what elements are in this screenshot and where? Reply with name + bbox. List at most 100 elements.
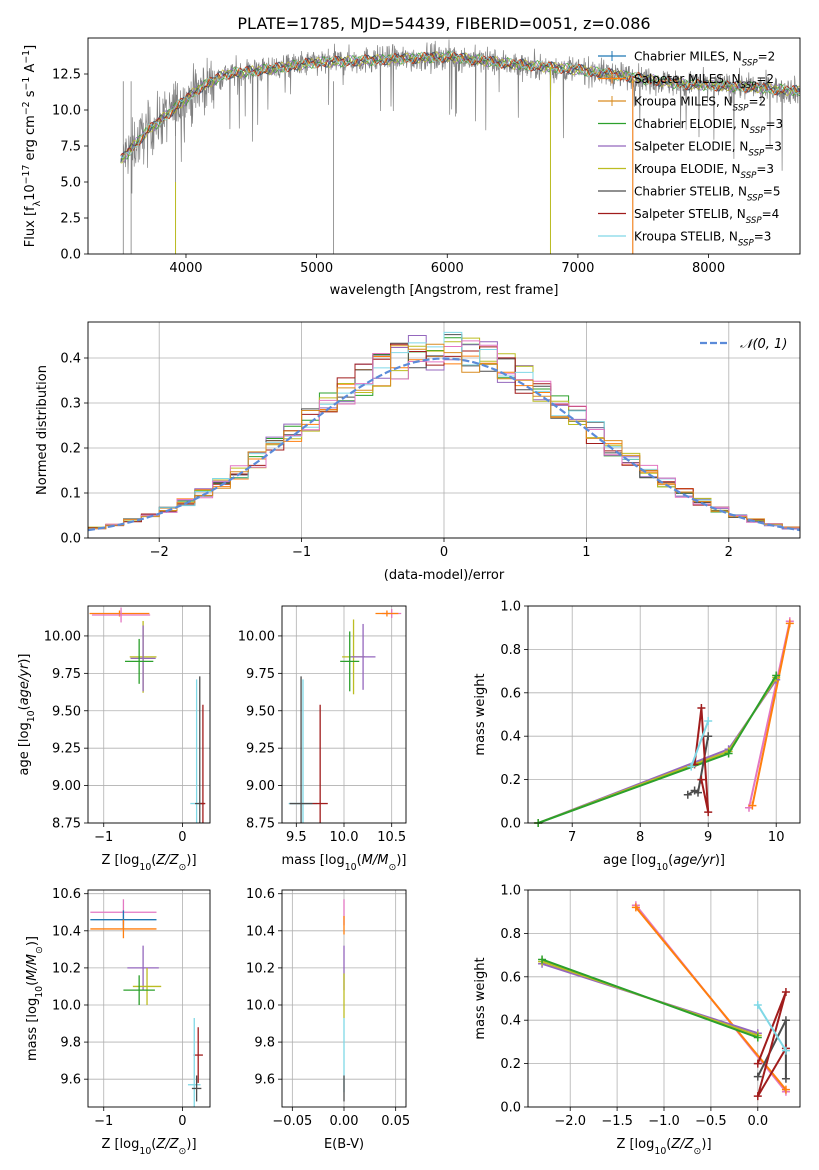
figure-title: PLATE=1785, MJD=54439, FIBERID=0051, z=0… (237, 14, 650, 33)
weight-point-marker (704, 732, 713, 741)
y-tick-label: 9.75 (246, 667, 275, 682)
x-axis-label: wavelength [Angstrom, rest frame] (330, 283, 559, 298)
weight-point-marker (704, 717, 713, 726)
x-tick-label: −2 (150, 545, 169, 560)
y-tick-label: 10.00 (238, 629, 275, 644)
x-tick-label: −2.0 (554, 1114, 586, 1129)
y-tick-label: 9.6 (60, 1073, 81, 1088)
x-tick-label: −1 (94, 830, 113, 845)
x-tick-label: 9.5 (286, 830, 307, 845)
x-tick-label: 0 (440, 545, 448, 560)
y-tick-label: 0.6 (500, 686, 521, 701)
weight-point-marker (781, 1074, 790, 1083)
weight-point-marker (753, 1092, 762, 1101)
weight-series-line (751, 623, 791, 806)
y-tick-label: 10.0 (246, 998, 275, 1013)
x-tick-label: 0 (178, 830, 186, 845)
y-tick-label: 9.00 (246, 779, 275, 794)
y-tick-label: 9.75 (52, 667, 81, 682)
y-axis-label: age [log10(age/yr)] (17, 653, 37, 775)
x-axis-label: age [log10(age/yr)] (603, 853, 725, 873)
weight-point-marker (772, 671, 781, 680)
x-tick-label: −1.0 (648, 1114, 680, 1129)
x-tick-label: −0.05 (272, 1114, 312, 1129)
y-axis-label: mass [log10(M/M⊙)] (25, 936, 45, 1061)
y-tick-label: 9.25 (246, 742, 275, 757)
y-tick-label: 0.3 (60, 397, 81, 412)
legend-label: Kroupa ELODIE, NSSP=3 (634, 162, 774, 181)
x-tick-label: −0.5 (695, 1114, 727, 1129)
axes-frame (87, 321, 801, 539)
x-tick-label: −1 (94, 1114, 113, 1129)
y-tick-label: 0.4 (500, 1014, 521, 1029)
y-tick-label: 9.00 (52, 779, 81, 794)
legend-label: Salpeter ELODIE, NSSP=3 (634, 140, 782, 159)
x-tick-label: 10.0 (330, 830, 359, 845)
x-tick-label: 1 (582, 545, 590, 560)
x-axis-label: E(B-V) (324, 1137, 364, 1152)
scatter-plot-area (89, 607, 206, 823)
x-tick-label: 10.5 (377, 830, 406, 845)
y-tick-label: 9.8 (60, 1036, 81, 1051)
axes-frame (87, 37, 801, 255)
legend-label: Salpeter MILES, NSSP=2 (634, 72, 774, 91)
legend-label: Chabrier MILES, NSSP=2 (634, 50, 775, 69)
x-axis-label: (data-model)/error (384, 568, 505, 583)
y-tick-label: 0.2 (500, 1057, 521, 1072)
x-axis-label: Z [log10(Z/Z⊙)] (101, 1137, 196, 1157)
x-tick-label: −1 (292, 545, 311, 560)
y-tick-label: 0.2 (60, 442, 81, 457)
x-tick-label: 7000 (561, 261, 594, 276)
x-tick-label: 8000 (692, 261, 725, 276)
y-tick-label: 0.0 (60, 248, 81, 263)
y-axis-label: Normed distribution (35, 365, 50, 495)
y-tick-label: 8.75 (52, 817, 81, 832)
x-axis-label: Z [log10(Z/Z⊙)] (616, 1137, 711, 1157)
y-tick-label: 12.5 (52, 68, 81, 83)
model-spectrum-line (120, 50, 800, 164)
y-tick-label: 0.0 (60, 532, 81, 547)
weight-point-marker (697, 775, 706, 784)
scatter-plot-area (90, 899, 203, 1107)
residual-plot-area (88, 331, 800, 532)
x-tick-label: 2 (725, 545, 733, 560)
y-tick-label: 9.6 (254, 1073, 275, 1088)
y-tick-label: 9.50 (52, 704, 81, 719)
y-tick-label: 5.0 (60, 176, 81, 191)
weight-point-marker (753, 1072, 762, 1081)
weight-point-marker (687, 762, 696, 771)
y-tick-label: 0.6 (500, 970, 521, 985)
legend-label: Kroupa MILES, NSSP=2 (634, 95, 766, 114)
weight-point-marker (753, 1033, 762, 1042)
x-tick-label: 0.05 (381, 1114, 410, 1129)
y-tick-label: 0.4 (500, 730, 521, 745)
axes-frame (87, 605, 211, 824)
y-tick-label: 10.6 (246, 887, 275, 902)
weight-point-marker (781, 1085, 790, 1094)
x-tick-label: −1.5 (601, 1114, 633, 1129)
x-tick-label: 0 (178, 1114, 186, 1129)
weight-plot-area (534, 617, 794, 827)
model-spectrum-line (120, 50, 800, 159)
weight-point-marker (785, 619, 794, 628)
weight-plot-area (538, 901, 790, 1101)
weight-point-marker (753, 1001, 762, 1010)
weight-series-line (541, 958, 759, 1039)
y-tick-label: 10.2 (246, 961, 275, 976)
weight-point-marker (697, 703, 706, 712)
x-axis-label: mass [log10(M/M⊙)] (282, 853, 407, 873)
legend-label: Salpeter STELIB, NSSP=4 (634, 207, 779, 226)
y-tick-label: 0.8 (500, 927, 521, 942)
axes-frame (87, 889, 211, 1108)
weight-point-marker (781, 987, 790, 996)
weight-point-marker (753, 1059, 762, 1068)
legend-label: Kroupa STELIB, NSSP=3 (634, 230, 771, 249)
normal-distribution-curve (88, 357, 800, 532)
weight-point-marker (781, 1046, 790, 1055)
y-tick-label: 0.4 (60, 352, 81, 367)
weight-point-marker (631, 903, 640, 912)
weight-point-marker (748, 801, 757, 810)
weight-series-line (537, 674, 778, 824)
x-tick-label: 6000 (431, 261, 464, 276)
